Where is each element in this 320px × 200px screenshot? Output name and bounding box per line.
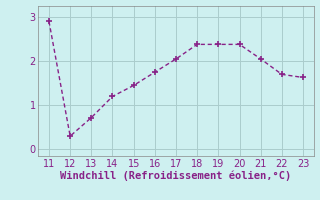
X-axis label: Windchill (Refroidissement éolien,°C): Windchill (Refroidissement éolien,°C) bbox=[60, 170, 292, 181]
